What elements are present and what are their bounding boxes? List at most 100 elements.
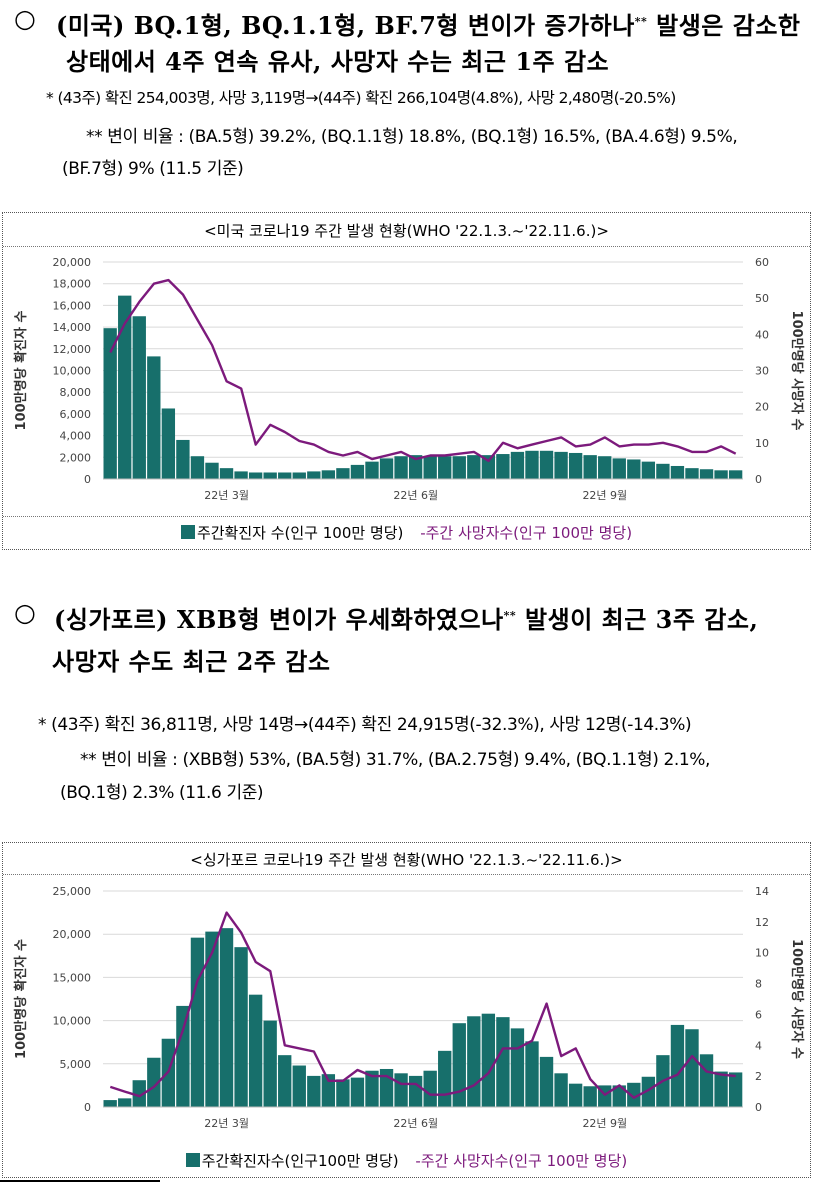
x-tick-label: 22년 9월: [582, 489, 627, 502]
bar: [525, 450, 539, 479]
y-tick-label: 18,000: [53, 278, 92, 291]
bar: [147, 356, 161, 479]
bar: [583, 455, 597, 479]
y-tick-label: 10,000: [53, 365, 92, 378]
bar: [714, 470, 728, 479]
bar: [496, 454, 510, 479]
bar: [627, 459, 641, 479]
bar: [379, 1068, 394, 1107]
bar: [118, 295, 132, 479]
section2-heading-line2: 사망자 수도 최근 2주 감소: [52, 647, 331, 676]
y2-axis-label: 100만명당 사망자 수: [789, 311, 805, 431]
x-tick-label: 22년 3월: [204, 489, 249, 502]
bar: [496, 1017, 510, 1107]
y-tick-label: 20,000: [53, 928, 92, 941]
bar: [685, 468, 699, 479]
bar: [350, 1077, 365, 1107]
bar: [190, 937, 205, 1107]
section1-bullet: ○: [14, 4, 36, 33]
y2-tick-label: 12: [755, 916, 769, 929]
y-tick-label: 25,000: [53, 885, 92, 898]
y-tick-label: 15,000: [53, 971, 92, 984]
bar: [714, 1071, 728, 1107]
bar: [248, 994, 263, 1107]
bar: [278, 472, 292, 479]
death-line: [109, 278, 737, 463]
section1-heading-line2: 상태에서 4주 연속 유사, 사망자 수는 최근 1주 감소: [66, 47, 610, 76]
section1-note-variants-line1: ** 변이 비율 : (BA.5형) 39.2%, (BQ.1.1형) 18.8…: [86, 127, 738, 147]
bar: [321, 1074, 336, 1107]
bar: [408, 1075, 423, 1107]
bar: [423, 1070, 437, 1107]
y-tick-label: 20,000: [53, 256, 92, 269]
y2-tick-label: 10: [755, 947, 769, 960]
bar: [452, 1023, 466, 1107]
bar: [568, 1083, 583, 1107]
y2-tick-label: 2: [755, 1070, 762, 1083]
bar: [365, 461, 379, 479]
y-tick-label: 16,000: [53, 299, 92, 312]
bar: [598, 456, 612, 479]
sg-chart-svg: 25,000 20,000 15,000 10,000 5,000 0 14 12 10 8 6 4 2…: [13, 885, 805, 1130]
y2-tick-label: 14: [755, 885, 769, 898]
bar: [176, 1005, 190, 1107]
bar: [365, 1070, 379, 1107]
y-tick-label: 2,000: [60, 451, 92, 464]
bar: [263, 1020, 277, 1107]
bar: [394, 1073, 408, 1107]
bar: [161, 408, 176, 479]
bar: [699, 469, 714, 479]
y-tick-label: 4,000: [60, 430, 92, 443]
death-line: [109, 911, 736, 1099]
section2-bullet: ○: [14, 598, 36, 627]
bar: [539, 1056, 554, 1107]
y2-axis-label: 100만명당 사망자 수: [789, 939, 805, 1059]
bar: [234, 471, 248, 479]
bar: [103, 328, 117, 479]
legend-bar-swatch: [180, 525, 195, 539]
legend-line-label: -주간 사망자수(인구 100만 명당): [415, 1152, 628, 1170]
bar: [118, 1098, 132, 1107]
y2-tick-label: 8: [755, 978, 762, 991]
bar: [278, 1055, 292, 1107]
bar: [307, 471, 321, 479]
y-tick-label: 6,000: [60, 408, 92, 421]
bar: [219, 928, 234, 1107]
bar: [656, 463, 670, 479]
bar: [467, 1016, 481, 1107]
bar: [539, 450, 554, 479]
bar: [336, 468, 350, 479]
y2-tick-label: 0: [755, 473, 762, 486]
y2-tick-label: 60: [755, 256, 769, 269]
bar: [190, 456, 205, 479]
bar: [452, 456, 466, 479]
section1-heading-line1: (미국) BQ.1형, BQ.1.1형, BF.7형 변이가 증가하나** 발생…: [56, 11, 801, 40]
bar: [641, 461, 656, 479]
bar: [481, 455, 496, 479]
legend-bar-label: 주간확진자수(인구100만 명당): [201, 1152, 399, 1170]
bar: [408, 455, 423, 479]
bar: [132, 316, 146, 479]
section1-note-cases: * (43주) 확진 254,003명, 사망 3,119명→(44주) 확진 …: [46, 89, 676, 107]
bar: [423, 456, 437, 479]
bar: [612, 458, 626, 479]
bar: [670, 1024, 685, 1107]
bar: [307, 1075, 321, 1107]
sg-chart-legend: 주간확진자수(인구100만 명당) -주간 사망자수(인구 100만 명당): [3, 1150, 810, 1171]
y-tick-label: 12,000: [53, 343, 92, 356]
bar: [685, 1029, 699, 1107]
bar: [205, 462, 219, 479]
bar: [394, 456, 408, 479]
x-tick-label: 22년 9월: [582, 1117, 627, 1130]
section2-heading-line1: (싱가포르) XBB형 변이가 우세화하였으나** 발생이 최근 3주 감소,: [54, 605, 759, 634]
bar: [467, 455, 481, 479]
bar: [103, 1100, 117, 1107]
y2-tick-label: 50: [755, 292, 769, 305]
section2-heading-sup: **: [503, 609, 517, 622]
y2-tick-label: 10: [755, 437, 769, 450]
x-tick-label: 22년 6월: [393, 1117, 438, 1130]
section2-note-variants-line2: (BQ.1형) 2.3% (11.6 기준): [60, 783, 264, 803]
y-tick-label: 14,000: [53, 321, 92, 334]
bar: [583, 1086, 597, 1107]
legend-bar-label: 주간확진자 수(인구 100만 명당): [196, 524, 404, 542]
